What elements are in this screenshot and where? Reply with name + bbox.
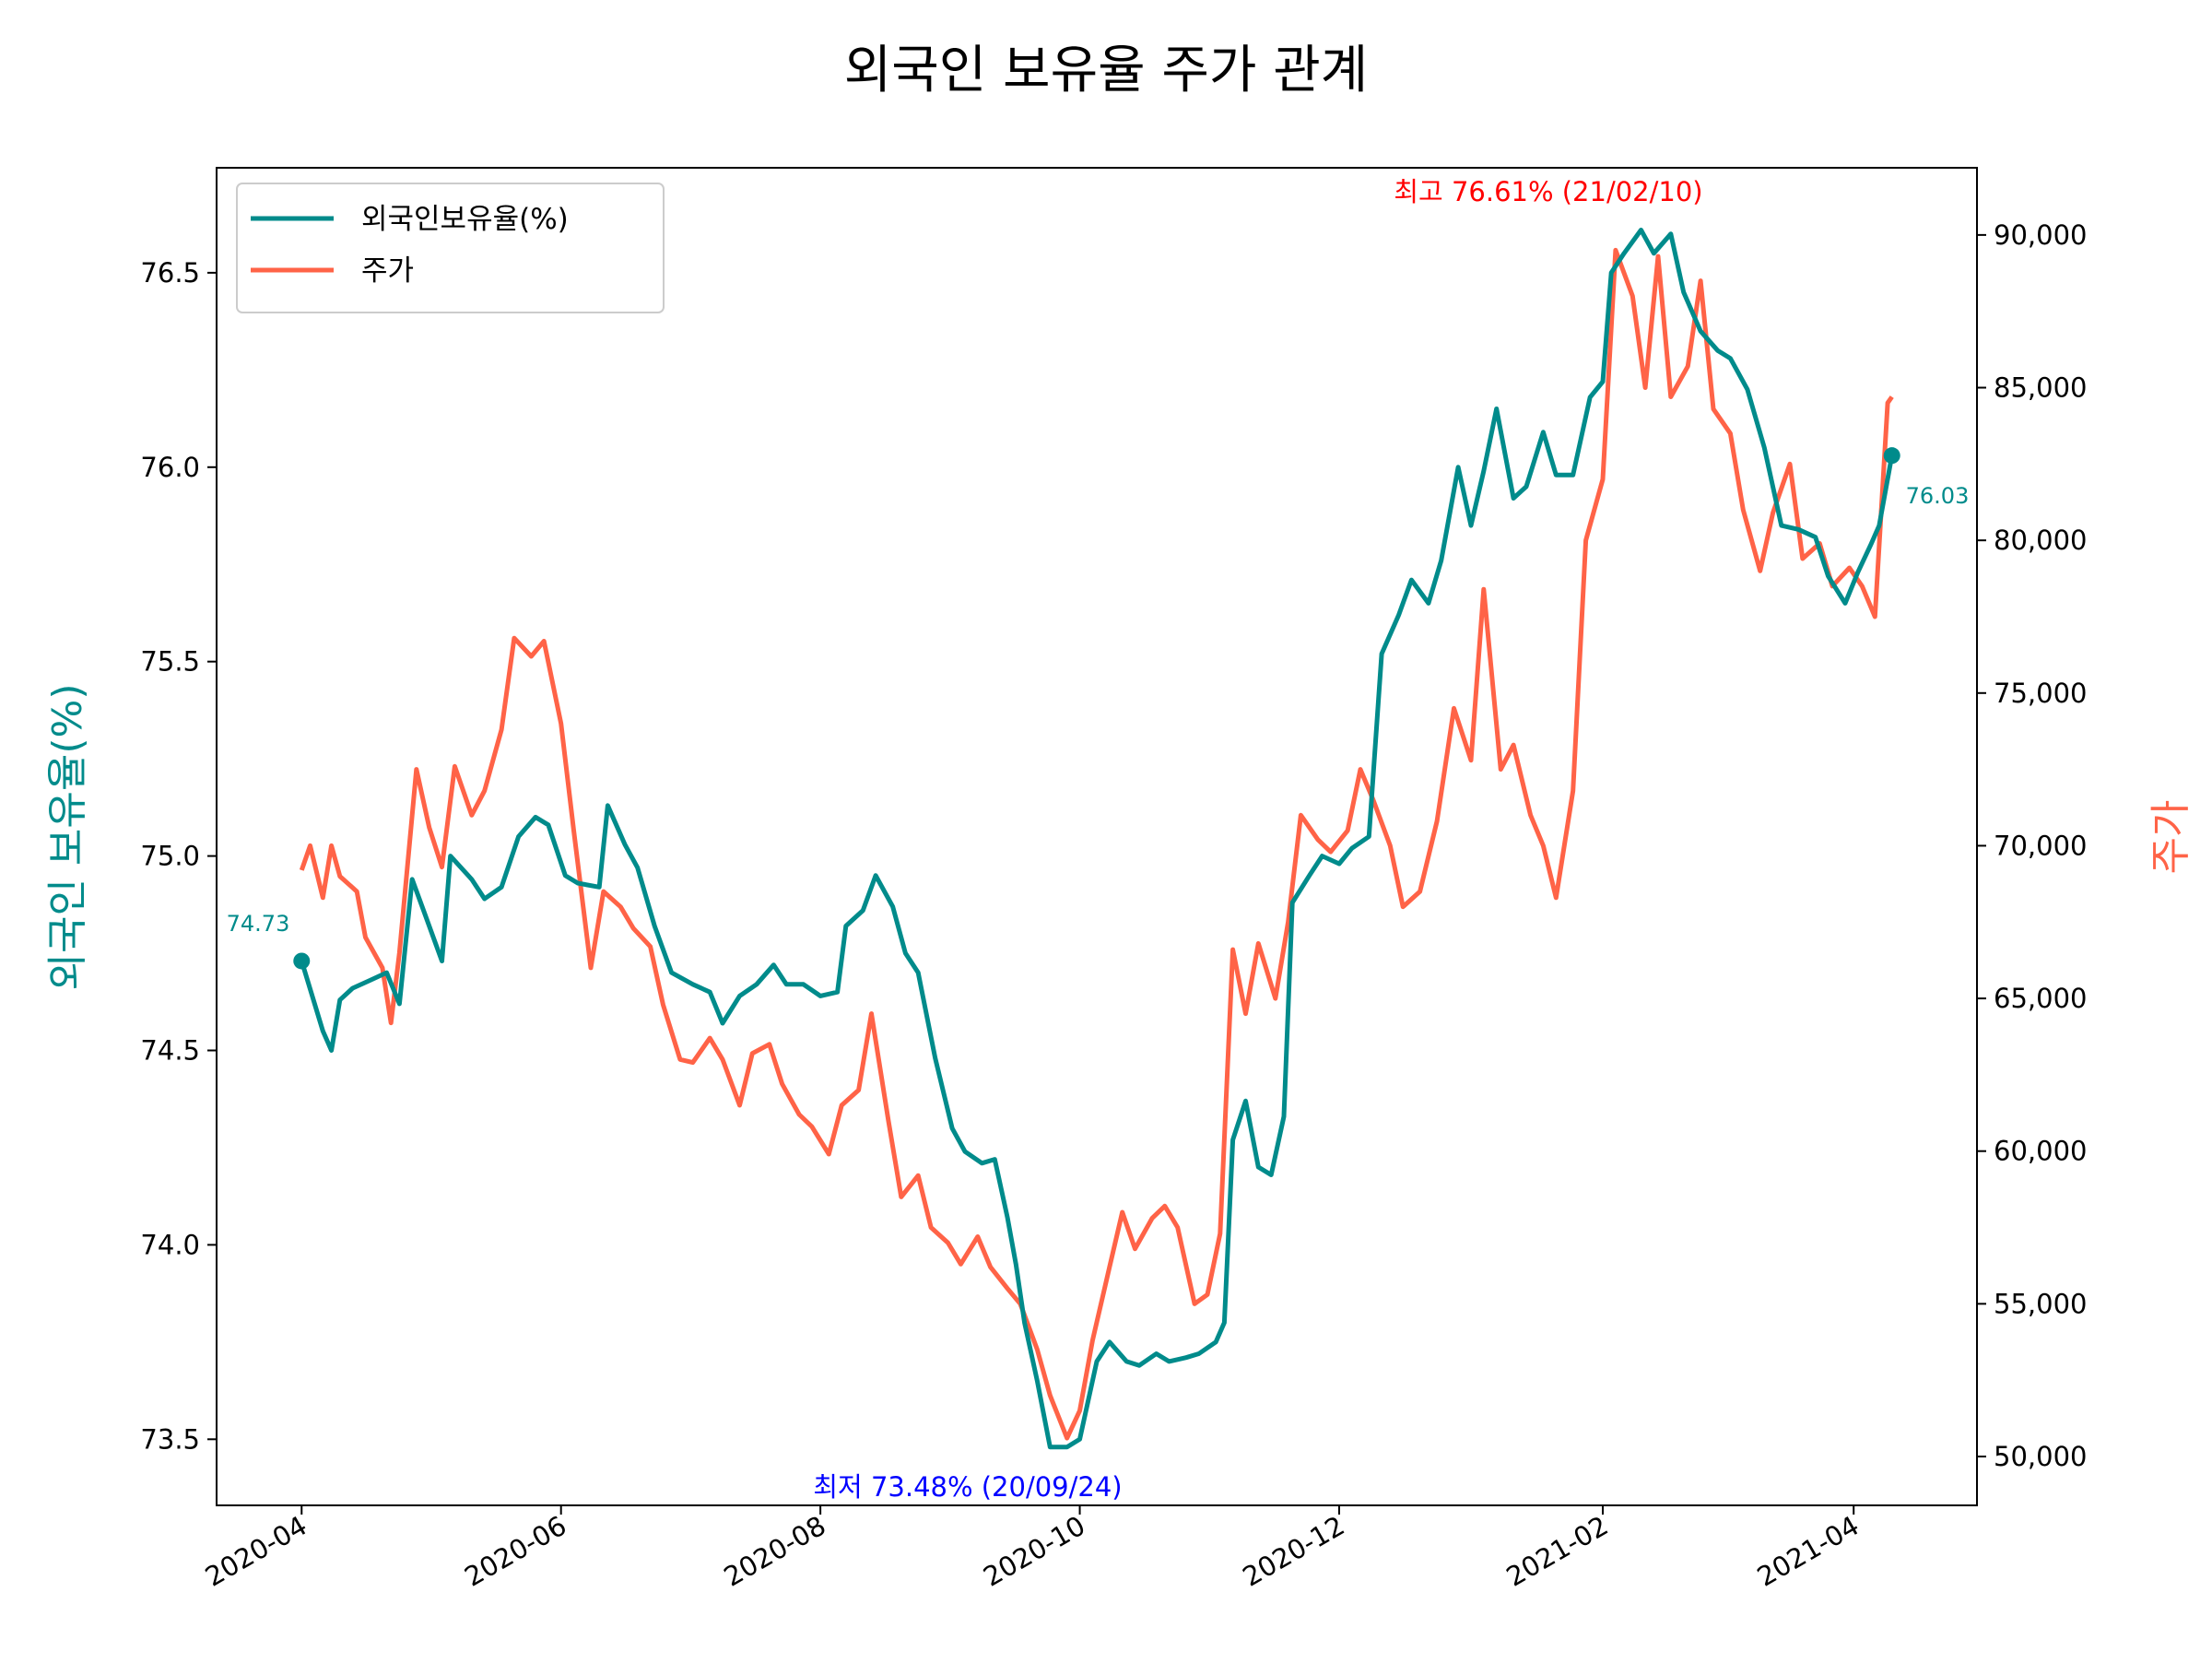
x-tick-label: 2020-10 — [978, 1510, 1090, 1593]
x-tick-label: 2020-04 — [200, 1510, 312, 1593]
max-annotation: 최고 76.61% (21/02/10) — [1394, 176, 1702, 207]
y-right-tick-label: 80,000 — [1994, 525, 2087, 556]
plot-frame — [216, 167, 1978, 1506]
y-right-tick-label: 60,000 — [1994, 1136, 2087, 1167]
y-left-tick-label: 74.0 — [140, 1229, 200, 1260]
y-left-tick-label: 73.5 — [140, 1423, 200, 1455]
y-right-tick-label: 85,000 — [1994, 372, 2087, 404]
x-tick-label: 2020-12 — [1238, 1510, 1350, 1593]
chart-title: 외국인 보유율 주가 관계 — [844, 41, 1369, 100]
x-tick-label: 2020-06 — [459, 1510, 571, 1593]
legend-frame — [236, 183, 665, 313]
y-axis-right-label: 주가 — [2147, 800, 2194, 875]
x-tick-label: 2021-02 — [1501, 1510, 1614, 1593]
y-left-tick-label: 76.5 — [140, 257, 200, 289]
y-axis-left-label: 외국인 보유율(%) — [44, 683, 91, 990]
ticks-layer: 2020-04 2020-06 2020-08 2020-10 2020-12 2021-… — [140, 219, 2087, 1593]
y-right-tick-label: 55,000 — [1994, 1288, 2087, 1319]
foreign-ratio-line — [299, 228, 1895, 1450]
y-left-tick-label: 75.0 — [140, 841, 200, 872]
y-right-tick-label: 70,000 — [1994, 830, 2087, 861]
start-value-annotation: 74.73 — [227, 911, 290, 937]
min-annotation: 최저 73.48% (20/09/24) — [813, 1471, 1122, 1503]
start-marker — [293, 952, 311, 970]
y-left-tick-label: 74.5 — [140, 1034, 200, 1066]
y-left-tick-label: 75.5 — [140, 646, 200, 678]
price-line — [299, 247, 1894, 1441]
x-tick-label: 2021-04 — [1752, 1510, 1865, 1593]
legend-label-foreign-ratio: 외국인보유율(%) — [361, 203, 569, 236]
legend-label-price: 주가 — [361, 254, 414, 288]
y-right-tick-label: 90,000 — [1994, 219, 2087, 251]
end-marker — [1883, 447, 1900, 465]
x-tick-label: 2020-08 — [719, 1510, 831, 1593]
y-right-tick-label: 65,000 — [1994, 983, 2087, 1014]
y-right-tick-label: 50,000 — [1994, 1441, 2087, 1472]
y-right-tick-label: 75,000 — [1994, 678, 2087, 709]
legend: 외국인보유율(%) 주가 — [236, 183, 665, 313]
end-value-annotation: 76.03 — [1906, 483, 1970, 509]
y-left-tick-label: 76.0 — [140, 452, 200, 483]
series-layer — [293, 228, 1900, 1450]
